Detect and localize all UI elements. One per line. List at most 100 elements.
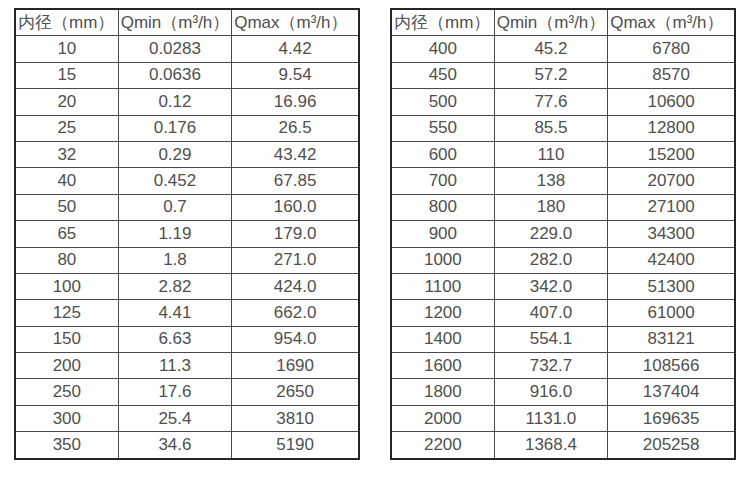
table-cell: 57.2 — [494, 62, 608, 88]
table-cell: 11.3 — [118, 353, 232, 379]
table-cell: 0.7 — [118, 194, 232, 220]
table-cell: 180 — [494, 194, 608, 220]
table-cell: 43.42 — [232, 141, 359, 167]
table-cell: 25.4 — [118, 405, 232, 431]
table-cell: 17.6 — [118, 379, 232, 405]
table-cell: 15 — [15, 62, 118, 88]
table-cell: 1690 — [232, 353, 359, 379]
table-cell: 2.82 — [118, 273, 232, 299]
table-cell: 9.54 — [232, 62, 359, 88]
table-cell: 450 — [391, 62, 494, 88]
table-row: 1800916.0137404 — [391, 379, 735, 405]
table-cell: 700 — [391, 168, 494, 194]
table-cell: 125 — [15, 300, 118, 326]
table-cell: 732.7 — [494, 353, 608, 379]
table-cell: 0.452 — [118, 168, 232, 194]
table-cell: 20700 — [608, 168, 735, 194]
table-cell: 50 — [15, 194, 118, 220]
table-cell: 45.2 — [494, 36, 608, 62]
table-cell: 205258 — [608, 432, 735, 459]
table-row: 1002.82424.0 — [15, 273, 359, 299]
flow-table-small-diameters: 内径（mm）Qmin（m³/h）Qmax（m³/h） 100.02834.421… — [14, 8, 360, 460]
table-cell: 250 — [15, 379, 118, 405]
table-cell: 1131.0 — [494, 405, 608, 431]
table-cell: 900 — [391, 221, 494, 247]
table-cell: 1100 — [391, 273, 494, 299]
table-cell: 954.0 — [232, 326, 359, 352]
table-cell: 42400 — [608, 247, 735, 273]
table-cell: 662.0 — [232, 300, 359, 326]
table-cell: 10 — [15, 36, 118, 62]
table-row: 320.2943.42 — [15, 141, 359, 167]
table-cell: 500 — [391, 89, 494, 115]
table-cell: 550 — [391, 115, 494, 141]
table-row: 20001131.0169635 — [391, 405, 735, 431]
table-row: 内径（mm）Qmin（m³/h）Qmax（m³/h） — [391, 9, 735, 36]
table-cell: 77.6 — [494, 89, 608, 115]
table-cell: 61000 — [608, 300, 735, 326]
table-row: 22001368.4205258 — [391, 432, 735, 459]
table-row: 25017.62650 — [15, 379, 359, 405]
table-header-cell: Qmin（m³/h） — [118, 9, 232, 36]
table-row: 内径（mm）Qmin（m³/h）Qmax（m³/h） — [15, 9, 359, 36]
table-cell: 916.0 — [494, 379, 608, 405]
table-cell: 1.19 — [118, 221, 232, 247]
table-cell: 150 — [15, 326, 118, 352]
table-row: 100.02834.42 — [15, 36, 359, 62]
table-cell: 0.29 — [118, 141, 232, 167]
table-cell: 85.5 — [494, 115, 608, 141]
table-row: 1254.41662.0 — [15, 300, 359, 326]
table-cell: 51300 — [608, 273, 735, 299]
table-cell: 34.6 — [118, 432, 232, 459]
table-row: 35034.65190 — [15, 432, 359, 459]
table-row: 45057.28570 — [391, 62, 735, 88]
table-row: 1200407.061000 — [391, 300, 735, 326]
table-cell: 1000 — [391, 247, 494, 273]
table-header-row: 内径（mm）Qmin（m³/h）Qmax（m³/h） — [391, 9, 735, 36]
table-row: 1506.63954.0 — [15, 326, 359, 352]
table-cell: 200 — [15, 353, 118, 379]
table-row: 400.45267.85 — [15, 168, 359, 194]
table-row: 40045.26780 — [391, 36, 735, 62]
table-cell: 282.0 — [494, 247, 608, 273]
table-cell: 0.12 — [118, 89, 232, 115]
table-row: 801.8271.0 — [15, 247, 359, 273]
table-cell: 4.42 — [232, 36, 359, 62]
table-cell: 342.0 — [494, 273, 608, 299]
table-cell: 12800 — [608, 115, 735, 141]
table-body: 40045.2678045057.2857050077.61060055085.… — [391, 36, 735, 459]
table-cell: 0.0636 — [118, 62, 232, 88]
table-cell: 4.41 — [118, 300, 232, 326]
table-row: 70013820700 — [391, 168, 735, 194]
table-cell: 110 — [494, 141, 608, 167]
table-cell: 27100 — [608, 194, 735, 220]
table-row: 1600732.7108566 — [391, 353, 735, 379]
table-cell: 1.8 — [118, 247, 232, 273]
table-cell: 1200 — [391, 300, 494, 326]
table-row: 900229.034300 — [391, 221, 735, 247]
table-row: 30025.43810 — [15, 405, 359, 431]
table-cell: 600 — [391, 141, 494, 167]
table-cell: 1368.4 — [494, 432, 608, 459]
table-cell: 400 — [391, 36, 494, 62]
table-cell: 34300 — [608, 221, 735, 247]
table-cell: 32 — [15, 141, 118, 167]
table-row: 1000282.042400 — [391, 247, 735, 273]
table-body: 100.02834.42150.06369.54200.1216.96250.1… — [15, 36, 359, 459]
table-row: 55085.512800 — [391, 115, 735, 141]
table-cell: 65 — [15, 221, 118, 247]
table-cell: 5190 — [232, 432, 359, 459]
table-row: 60011015200 — [391, 141, 735, 167]
table-row: 50077.610600 — [391, 89, 735, 115]
table-cell: 108566 — [608, 353, 735, 379]
table-cell: 6780 — [608, 36, 735, 62]
table-cell: 1400 — [391, 326, 494, 352]
table-header-cell: Qmax（m³/h） — [232, 9, 359, 36]
table-cell: 424.0 — [232, 273, 359, 299]
table-cell: 15200 — [608, 141, 735, 167]
table-header-cell: Qmax（m³/h） — [608, 9, 735, 36]
table-cell: 800 — [391, 194, 494, 220]
table-row: 200.1216.96 — [15, 89, 359, 115]
table-cell: 2200 — [391, 432, 494, 459]
table-cell: 554.1 — [494, 326, 608, 352]
